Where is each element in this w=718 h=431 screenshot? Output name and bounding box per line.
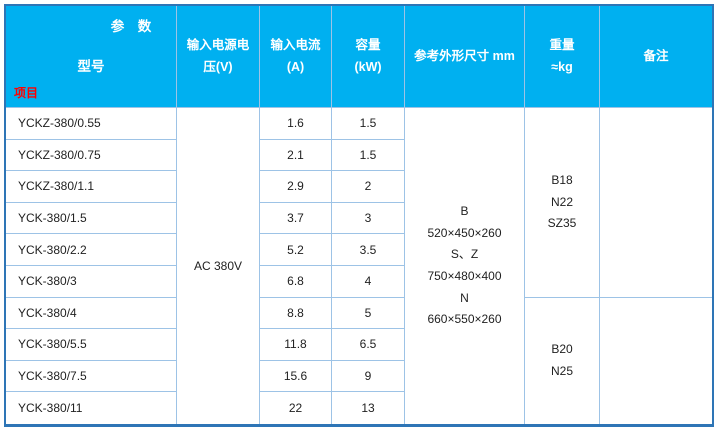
capacity-cell: 9 xyxy=(332,360,405,393)
header-remarks: 备注 xyxy=(600,6,712,108)
model-cell: YCK-380/5.5 xyxy=(6,329,177,361)
header-model-label: 型号 xyxy=(77,59,105,74)
capacity-cell: 3.5 xyxy=(332,234,405,266)
current-cell: 11.8 xyxy=(260,329,332,361)
current-cell: 15.6 xyxy=(260,360,332,393)
current-cell: 5.2 xyxy=(260,234,332,266)
capacity-cell: 5 xyxy=(332,297,405,330)
model-cell: YCKZ-380/0.75 xyxy=(6,139,177,172)
model-cell: YCK-380/7.5 xyxy=(6,360,177,393)
capacity-cell: 13 xyxy=(332,392,405,424)
header-dimensions: 参考外形尺寸 mm xyxy=(405,6,525,108)
header-weight: 重量 ≈kg xyxy=(525,6,600,108)
model-cell: YCK-380/3 xyxy=(6,266,177,298)
model-cell: YCK-380/2.2 xyxy=(6,234,177,266)
current-cell: 2.1 xyxy=(260,139,332,172)
voltage-merged-cell: AC 380V xyxy=(177,108,260,424)
header-item-label: 项目 xyxy=(14,85,39,100)
capacity-cell: 3 xyxy=(332,202,405,235)
header-input-voltage: 输入电源电 压(V) xyxy=(177,6,260,108)
weight-cell-upper: B18 N22 SZ35 xyxy=(525,108,600,298)
current-cell: 8.8 xyxy=(260,297,332,330)
current-cell: 3.7 xyxy=(260,202,332,235)
model-cell: YCKZ-380/1.1 xyxy=(6,171,177,203)
model-cell: YCKZ-380/0.55 xyxy=(6,108,177,140)
current-cell: 2.9 xyxy=(260,171,332,203)
remarks-cell-upper xyxy=(600,108,712,298)
current-cell: 6.8 xyxy=(260,266,332,298)
weight-cell-lower: B20 N25 xyxy=(525,297,600,424)
capacity-cell: 4 xyxy=(332,266,405,298)
remarks-cell-lower xyxy=(600,298,712,424)
model-cell: YCK-380/11 xyxy=(6,392,177,424)
model-cell: YCK-380/4 xyxy=(6,297,177,330)
model-cell: YCK-380/1.5 xyxy=(6,202,177,235)
dimensions-merged-cell: B 520×450×260 S、Z 750×480×400 N 660×550×… xyxy=(405,108,525,424)
specification-table: 参 数 型号 项目 输入电源电 压(V) 输入电流 (A) 容量 (kW) 参考… xyxy=(4,4,714,427)
header-parameter-label: 参 数 xyxy=(110,19,152,34)
header-input-current: 输入电流 (A) xyxy=(260,6,332,108)
header-capacity: 容量 (kW) xyxy=(332,6,405,108)
current-cell: 22 xyxy=(260,392,332,424)
capacity-cell: 6.5 xyxy=(332,329,405,361)
capacity-cell: 1.5 xyxy=(332,108,405,140)
capacity-cell: 2 xyxy=(332,171,405,203)
capacity-cell: 1.5 xyxy=(332,139,405,172)
header-corner-cell: 参 数 型号 项目 xyxy=(6,6,177,108)
current-cell: 1.6 xyxy=(260,108,332,140)
